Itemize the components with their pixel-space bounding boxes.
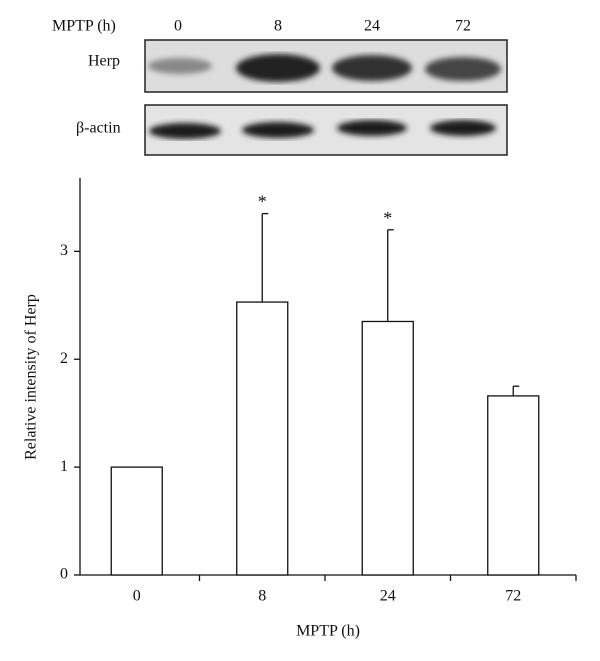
blot-axis-label: MPTP (h) [52,18,116,35]
bands [149,120,496,139]
bar [236,301,289,576]
lane-label: 0 [174,18,182,35]
y-axis-label: Relative intensity of Herp [23,294,40,460]
x-axis-label: MPTP (h) [296,623,360,640]
bar [361,320,414,576]
significance-label: * [258,192,267,212]
y-tick-label: 0 [60,566,68,583]
lane-label: 8 [274,18,282,35]
y-tick-label: 1 [60,458,68,475]
x-tick-label: 0 [133,588,141,605]
significance-label: * [383,208,392,228]
y-tick-label: 3 [60,242,68,259]
bands [148,54,501,82]
y-tick-label: 2 [60,350,68,367]
lane-label: 72 [455,18,471,35]
x-tick-label: 8 [258,588,266,605]
row-label: Herp [88,53,120,70]
x-tick-label: 24 [380,588,396,605]
row-label: β-actin [76,120,121,137]
lane-label: 24 [364,18,380,35]
bar [487,395,540,576]
x-tick-label: 72 [505,588,521,605]
bar [110,466,163,576]
blot: MPTP (h) 0 8 24 72 Herp β-actin [52,18,508,156]
